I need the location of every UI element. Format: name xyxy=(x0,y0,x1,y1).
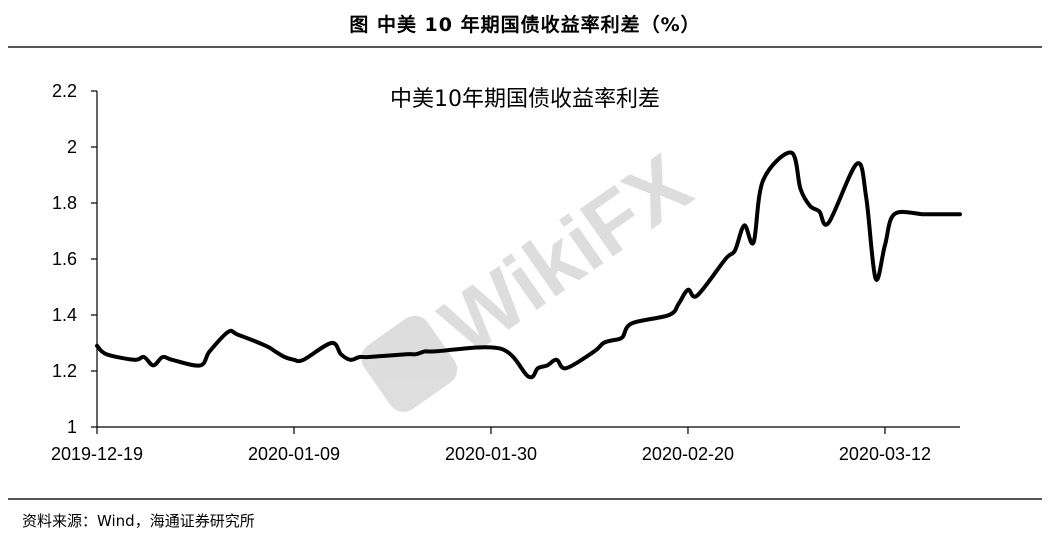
top-rule xyxy=(8,46,1042,48)
chart-title: 中美10年期国债收益率利差 xyxy=(390,87,660,112)
x-tick-label: 2019-12-19 xyxy=(51,444,143,464)
figure-title: 图 中美 10 年期国债收益率利差（%） xyxy=(349,14,701,36)
x-tick-label: 2020-01-30 xyxy=(445,444,537,464)
source-note: 资料来源：Wind，海通证券研究所 xyxy=(22,512,255,530)
x-tick-labels: 2019-12-19 2020-01-09 2020-01-30 2020-02-20… xyxy=(51,444,931,464)
y-tick-label: 1.2 xyxy=(52,361,77,381)
y-tick-label: 1.6 xyxy=(52,249,77,269)
watermark-logo-icon xyxy=(361,315,458,412)
spread-line xyxy=(95,150,962,380)
bottom-rule xyxy=(8,498,1042,500)
axes xyxy=(91,90,960,434)
x-tick-label: 2020-02-20 xyxy=(642,444,734,464)
watermark-text: WikiFX xyxy=(424,136,707,373)
y-tick-label: 1 xyxy=(67,417,77,437)
y-tick-label: 2 xyxy=(67,137,77,157)
x-tick-label: 2020-03-12 xyxy=(839,444,931,464)
wikifx-watermark: WikiFX xyxy=(361,136,707,412)
x-tick-label: 2020-01-09 xyxy=(248,444,340,464)
y-tick-labels: 1 1.2 1.4 1.6 1.8 2 2.2 xyxy=(52,81,77,437)
y-tick-label: 2.2 xyxy=(52,81,77,101)
y-tick-label: 1.4 xyxy=(52,305,77,325)
y-tick-label: 1.8 xyxy=(52,193,77,213)
